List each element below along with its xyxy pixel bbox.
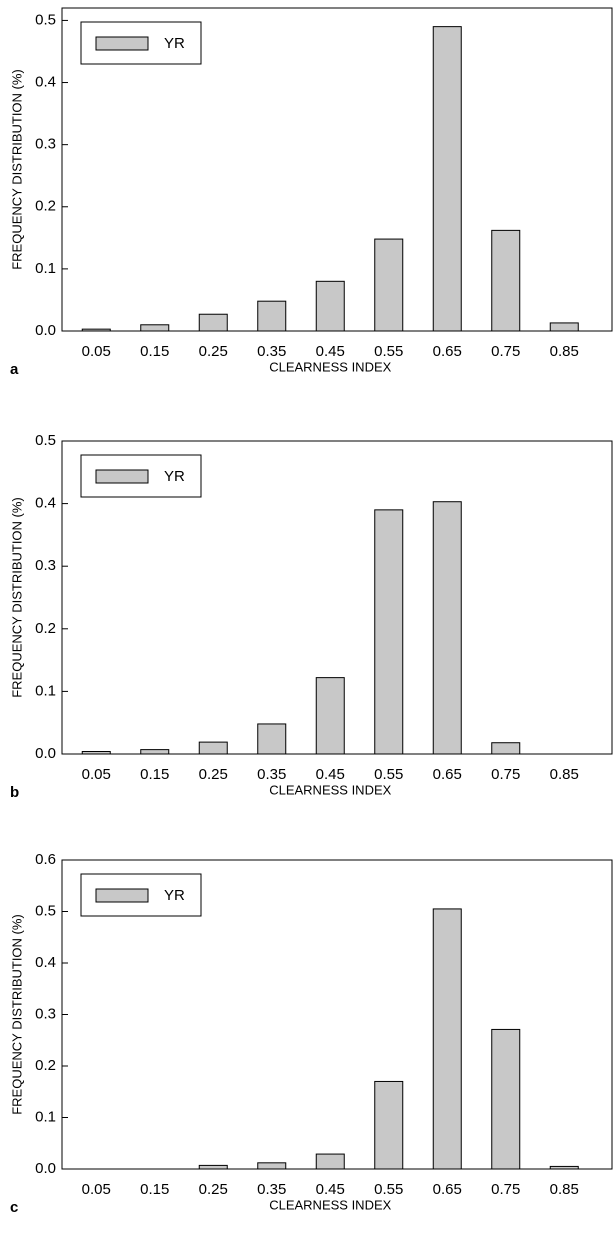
legend-label: YR — [164, 468, 185, 485]
legend-swatch — [95, 469, 149, 484]
x-tick-label: 0.65 — [433, 343, 462, 360]
x-tick-label: 0.45 — [316, 1181, 345, 1198]
x-tick-label: 0.15 — [140, 1181, 169, 1198]
legend-label: YR — [164, 887, 185, 904]
y-tick-label: 0.3 — [35, 136, 56, 153]
y-tick-label: 0.0 — [35, 1160, 56, 1177]
x-tick-label: 0.75 — [491, 343, 520, 360]
bar — [432, 26, 462, 332]
bar — [140, 324, 170, 332]
x-axis-label: CLEARNESS INDEX — [269, 359, 391, 374]
y-tick-label: 0.1 — [35, 1108, 56, 1125]
x-tick-label: 0.25 — [199, 766, 228, 783]
x-tick-label: 0.85 — [550, 766, 579, 783]
x-tick-label: 0.15 — [140, 343, 169, 360]
x-tick-label: 0.75 — [491, 1181, 520, 1198]
bar — [198, 741, 228, 755]
legend-swatch — [95, 888, 149, 903]
x-tick-label: 0.35 — [257, 1181, 286, 1198]
y-tick-label: 0.2 — [35, 1057, 56, 1074]
bar — [315, 677, 345, 755]
x-tick-label: 0.45 — [316, 766, 345, 783]
y-tick-label: 0.2 — [35, 620, 56, 637]
y-axis-label: FREQUENCY DISTRIBUTION (%) — [9, 69, 24, 270]
legend-swatch — [95, 36, 149, 51]
bar — [257, 723, 287, 755]
x-tick-label: 0.05 — [82, 343, 111, 360]
bar — [549, 1165, 579, 1170]
bar — [140, 749, 170, 755]
bar — [315, 1153, 345, 1170]
x-tick-label: 0.05 — [82, 766, 111, 783]
y-tick-label: 0.0 — [35, 745, 56, 762]
y-tick-label: 0.1 — [35, 682, 56, 699]
panel-label: b — [10, 784, 19, 801]
bar — [432, 501, 462, 755]
y-axis-label: FREQUENCY DISTRIBUTION (%) — [9, 497, 24, 698]
y-tick-label: 0.5 — [35, 11, 56, 28]
bar — [198, 1164, 228, 1170]
bar — [374, 238, 404, 332]
bar — [81, 750, 111, 755]
bar — [315, 280, 345, 332]
x-tick-label: 0.25 — [199, 1181, 228, 1198]
bar — [374, 1080, 404, 1170]
x-tick-label: 0.55 — [374, 1181, 403, 1198]
legend-label: YR — [164, 35, 185, 52]
y-tick-label: 0.2 — [35, 198, 56, 215]
y-tick-label: 0.5 — [35, 432, 56, 449]
x-tick-label: 0.85 — [550, 343, 579, 360]
y-tick-label: 0.5 — [35, 902, 56, 919]
y-tick-label: 0.1 — [35, 260, 56, 277]
x-axis-label: CLEARNESS INDEX — [269, 782, 391, 797]
bar — [549, 322, 579, 332]
bar — [491, 742, 521, 755]
x-axis-label: CLEARNESS INDEX — [269, 1197, 391, 1212]
y-axis-label: FREQUENCY DISTRIBUTION (%) — [9, 914, 24, 1115]
y-tick-label: 0.4 — [35, 954, 56, 971]
x-tick-label: 0.75 — [491, 766, 520, 783]
x-tick-label: 0.15 — [140, 766, 169, 783]
y-tick-label: 0.3 — [35, 557, 56, 574]
panel-label: c — [10, 1199, 18, 1216]
y-tick-label: 0.4 — [35, 74, 56, 91]
bar — [491, 1028, 521, 1170]
y-tick-label: 0.6 — [35, 851, 56, 868]
x-tick-label: 0.85 — [550, 1181, 579, 1198]
x-tick-label: 0.25 — [199, 343, 228, 360]
x-tick-label: 0.55 — [374, 343, 403, 360]
x-tick-label: 0.55 — [374, 766, 403, 783]
bar — [81, 328, 111, 332]
bar — [491, 229, 521, 332]
bar — [432, 908, 462, 1170]
bar — [198, 313, 228, 332]
x-tick-label: 0.35 — [257, 766, 286, 783]
bar — [257, 1162, 287, 1170]
x-tick-label: 0.45 — [316, 343, 345, 360]
y-tick-label: 0.0 — [35, 322, 56, 339]
x-tick-label: 0.65 — [433, 766, 462, 783]
bar — [257, 300, 287, 332]
y-tick-label: 0.3 — [35, 1005, 56, 1022]
bar — [374, 509, 404, 755]
y-tick-label: 0.4 — [35, 495, 56, 512]
x-tick-label: 0.35 — [257, 343, 286, 360]
panel-label: a — [10, 361, 19, 378]
x-tick-label: 0.05 — [82, 1181, 111, 1198]
x-tick-label: 0.65 — [433, 1181, 462, 1198]
